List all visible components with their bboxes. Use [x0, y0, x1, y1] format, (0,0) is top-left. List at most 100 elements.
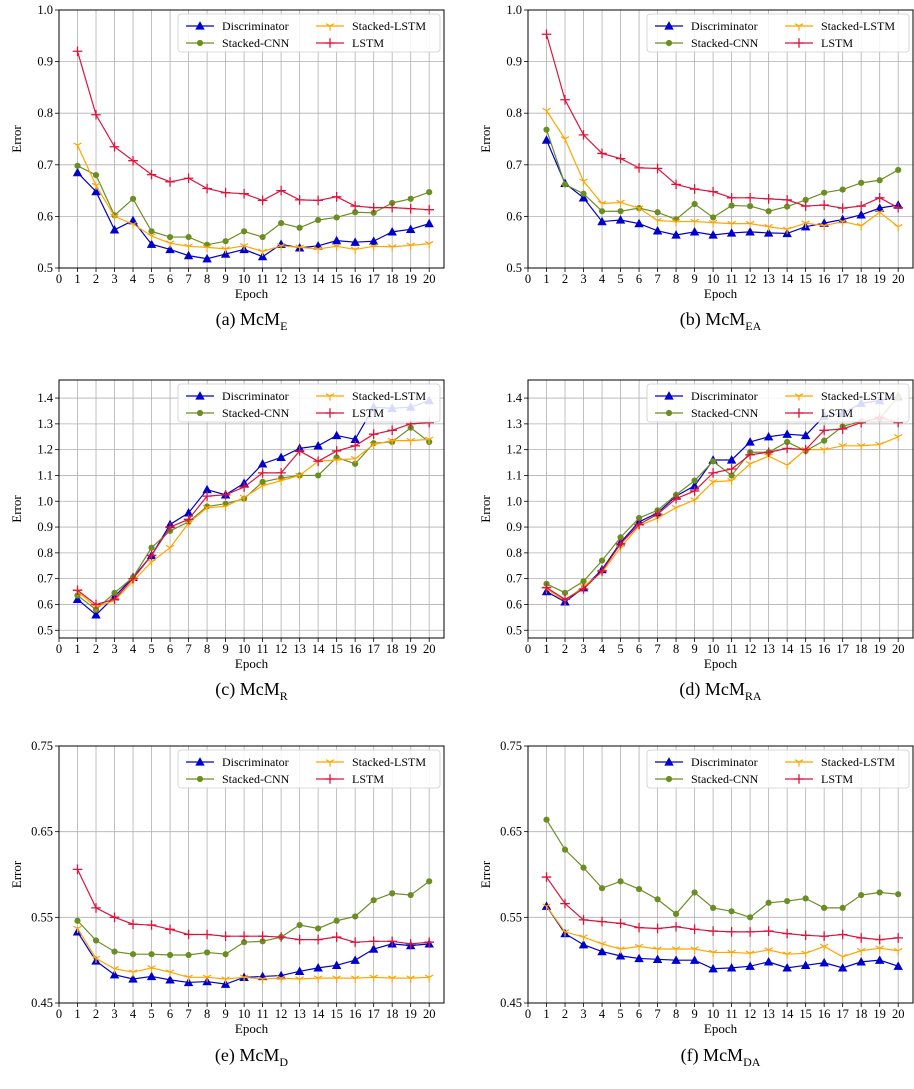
plot-frame	[527, 745, 914, 1004]
data-point	[424, 974, 434, 982]
x-tick-label: 8	[204, 642, 210, 656]
legend-marker	[664, 391, 674, 400]
data-point	[387, 936, 397, 947]
data-point	[165, 177, 175, 187]
data-point	[617, 878, 624, 885]
x-tick-label: 10	[707, 1007, 720, 1021]
data-point	[543, 126, 550, 133]
data-point	[240, 228, 248, 235]
legend-item: Stacked-CNN	[186, 36, 290, 50]
x-tick-label: 12	[744, 272, 757, 286]
data-point	[708, 186, 718, 197]
data-point	[333, 917, 340, 924]
data-point	[819, 943, 829, 952]
data-point	[541, 135, 552, 144]
x-tick-label: 20	[423, 642, 436, 656]
data-point	[579, 178, 588, 186]
x-tick-label: 3	[111, 1007, 117, 1021]
data-point	[406, 242, 415, 250]
data-point	[652, 923, 663, 934]
data-point	[837, 203, 848, 213]
data-point	[183, 929, 194, 940]
data-point	[257, 251, 268, 261]
legend-item: Stacked-CNN	[655, 36, 759, 50]
data-point	[202, 244, 212, 252]
data-point	[874, 203, 885, 212]
legend: Discriminator Stacked-CNN Stacked-LSTM LSTM	[646, 383, 910, 423]
data-point	[689, 184, 700, 194]
data-point	[819, 425, 829, 436]
x-tick-label: 6	[167, 272, 173, 286]
data-point	[368, 202, 379, 213]
series-stacked-lstm	[542, 107, 903, 234]
x-tick-label: 9	[222, 642, 228, 656]
series-stacked-lstm	[542, 903, 903, 962]
data-point	[615, 951, 626, 960]
x-tick-label: 16	[349, 642, 362, 656]
x-tick-label: 16	[818, 642, 831, 656]
x-tick-label: 12	[275, 272, 288, 286]
data-point	[856, 222, 866, 231]
y-tick-label: 0.7	[37, 572, 53, 586]
data-point	[784, 438, 791, 446]
data-point	[313, 456, 323, 467]
data-point	[202, 504, 212, 513]
data-point	[202, 253, 212, 263]
data-point	[634, 943, 644, 952]
data-point	[708, 219, 718, 228]
data-point	[332, 975, 341, 983]
y-tick-label: 1.0	[37, 3, 53, 17]
data-point	[239, 931, 249, 941]
x-tick-label: 13	[762, 642, 775, 656]
legend-item: Stacked-CNN	[186, 406, 290, 420]
chart-panel-6: 0 1 2 3 4 5 6 7 8 9 10 11 12 13 14 15 16 17 18 19 200.450.55…	[478, 739, 914, 1069]
data-point	[821, 904, 828, 912]
data-point	[893, 433, 903, 442]
data-point	[690, 946, 699, 954]
data-point	[541, 872, 552, 882]
series-line	[77, 400, 430, 616]
y-tick-label: 0.6	[37, 209, 53, 223]
data-point	[72, 46, 83, 57]
x-tick-label: 7	[185, 272, 191, 286]
data-point	[202, 974, 212, 982]
data-point	[691, 200, 698, 208]
x-tick-label: 5	[617, 1007, 623, 1021]
x-tick-label: 20	[423, 1007, 436, 1021]
data-point	[671, 230, 681, 239]
data-point	[350, 975, 360, 983]
data-point	[893, 961, 903, 970]
y-tick-label: 0.75	[31, 739, 53, 753]
x-tick-label: 3	[580, 272, 586, 286]
data-point	[109, 224, 120, 234]
data-point	[352, 209, 359, 216]
legend-marker	[195, 21, 205, 30]
x-tick-label: 14	[781, 1007, 794, 1021]
x-tick-label: 17	[367, 272, 380, 286]
legend-item: Stacked-CNN	[655, 772, 759, 786]
x-tick-label: 7	[654, 1007, 660, 1021]
legend: Discriminator Stacked-CNN Stacked-LSTM LSTM	[177, 383, 441, 423]
data-point	[784, 203, 791, 210]
data-point	[654, 896, 661, 903]
data-point	[690, 497, 699, 505]
x-tick-label: 20	[423, 272, 436, 286]
legend-marker	[325, 759, 335, 767]
data-point	[819, 200, 829, 210]
data-point	[874, 955, 885, 964]
x-tick-label: 6	[636, 1007, 642, 1021]
legend-label: Stacked-LSTM	[821, 389, 895, 403]
legend-box	[177, 13, 441, 53]
data-point	[333, 214, 340, 221]
plot-frame	[527, 9, 914, 269]
x-tick-label: 3	[111, 272, 117, 286]
data-point	[560, 929, 570, 937]
data-point	[148, 228, 155, 235]
x-tick-label: 14	[312, 642, 325, 656]
data-point	[331, 430, 342, 440]
data-point	[239, 494, 249, 502]
y-tick-label: 1.0	[506, 3, 522, 17]
x-tick-label: 14	[781, 272, 794, 286]
data-point	[727, 477, 736, 486]
data-point	[838, 218, 847, 227]
